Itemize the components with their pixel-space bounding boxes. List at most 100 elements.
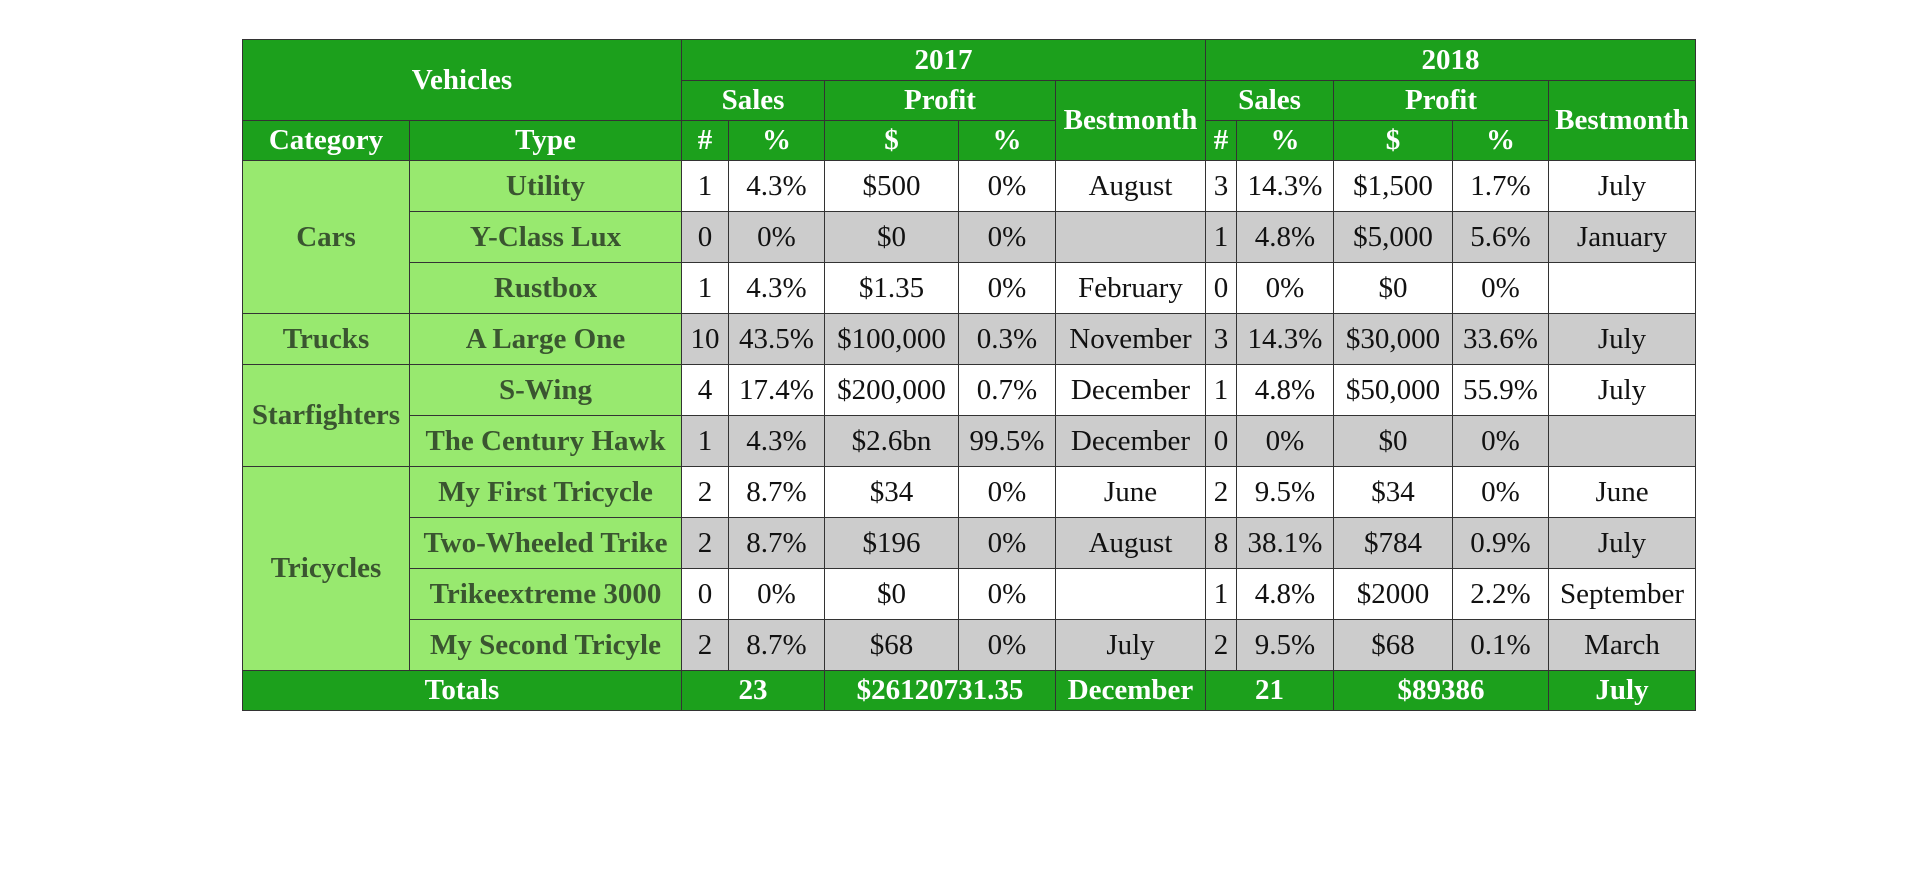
type-header: Type [409,120,682,161]
sales-percent-2018: 4.8% [1236,211,1335,263]
bestmonth-2017: December [1054,364,1207,416]
profit-2017: $0 [824,568,959,620]
profit-percent-2017: 0% [958,517,1056,569]
profit-2017: $0 [824,211,959,263]
profit-2018: $68 [1333,619,1454,671]
sales-count-2018: 8 [1205,517,1238,569]
sales-percent-2018: 9.5% [1236,466,1335,518]
bestmonth-2018 [1548,415,1697,467]
profit-percent-2017: 0% [958,262,1056,314]
profit-2018: $30,000 [1333,313,1454,365]
sales-count-2017: 0 [681,568,729,620]
bestmonth-2018: July [1548,160,1697,212]
type-cell: S-Wing [409,364,682,416]
table-row: Starfighters S-Wing 4 17.4% $200,000 0.7… [242,364,1697,467]
category-cell: Trucks [242,313,410,365]
bestmonth-2017: July [1054,619,1207,671]
table-row: Trikeextreme 3000 0 0% $0 0% 1 4.8% $200… [243,568,1697,620]
sales-count-2018: 1 [1205,568,1238,620]
sales-percent-2017-header: % [728,120,825,161]
sales-percent-2018-header: % [1236,120,1335,161]
bestmonth-2017: December [1054,415,1207,467]
type-cell: The Century Hawk [409,415,682,467]
sales-count-2018: 2 [1205,466,1238,518]
bestmonth-2018: July [1548,364,1697,416]
bestmonth-2017: June [1054,466,1207,518]
bestmonth-2017 [1054,211,1207,263]
table-row: Tricycles My First Tricycle 2 8.7% $34 0… [242,466,1697,671]
sales-percent-2018: 9.5% [1236,619,1335,671]
sales-count-2017: 4 [681,364,729,416]
bestmonth-2018: March [1548,619,1697,671]
type-cell: Utility [409,160,682,212]
type-cell: A Large One [409,313,682,365]
bestmonth-2018: July [1548,517,1697,569]
profit-2017: $196 [824,517,959,569]
profit-2017: $100,000 [824,313,959,365]
bestmonth-2017-header: Bestmonth [1054,80,1207,161]
sales-count-2017: 0 [681,211,729,263]
bestmonth-2018: January [1548,211,1697,263]
sales-percent-2017: 8.7% [728,619,825,671]
sales-percent-2017: 4.3% [728,262,825,314]
sales-count-2018-header: # [1205,120,1238,161]
bestmonth-2017 [1054,568,1207,620]
sales-count-2017: 1 [681,262,729,314]
sales-percent-2017: 0% [728,211,825,263]
vehicle-sales-table: Vehicles 2017 2018 Sales Profit Bestmont… [242,39,1697,711]
totals-bestmonth-2018: July [1548,670,1697,711]
profit-percent-2017: 99.5% [958,415,1056,467]
bestmonth-2017: February [1054,262,1207,314]
sales-percent-2018: 14.3% [1236,313,1335,365]
sales-count-2017: 2 [681,619,729,671]
bestmonth-2018-header: Bestmonth [1548,80,1697,161]
sales-count-2018: 3 [1205,313,1238,365]
profit-percent-2018: 33.6% [1452,313,1550,365]
category-cell: Tricycles [242,466,410,671]
bestmonth-2018: June [1548,466,1697,518]
profit-percent-2017: 0% [958,160,1056,212]
year-2017-header: 2017 [680,39,1207,81]
sales-count-2017: 10 [681,313,729,365]
sales-count-2018: 1 [1205,211,1238,263]
profit-2018: $2000 [1333,568,1454,620]
totals-profit-2018: $89386 [1333,670,1550,711]
sales-percent-2018: 0% [1236,262,1335,314]
sales-2017-header: Sales [681,80,825,121]
profit-2017: $34 [824,466,959,518]
profit-percent-2017: 0.7% [958,364,1056,416]
table-row: Cars Utility 1 4.3% $500 0% August 3 14.… [242,160,1697,314]
sales-percent-2017: 43.5% [728,313,825,365]
profit-percent-2018: 1.7% [1452,160,1550,212]
table-row: The Century Hawk 1 4.3% $2.6bn 99.5% Dec… [243,415,1697,467]
profit-percent-2017: 0% [958,211,1056,263]
bestmonth-2018 [1548,262,1697,314]
table-row: Two-Wheeled Trike 2 8.7% $196 0% August … [243,517,1697,569]
type-cell: Rustbox [409,262,682,314]
sales-percent-2017: 4.3% [728,415,825,467]
totals-profit-2017: $26120731.35 [824,670,1056,711]
profit-2017: $1.35 [824,262,959,314]
profit-percent-2018-header: % [1452,120,1550,161]
sales-percent-2018: 0% [1236,415,1335,467]
sales-percent-2018: 4.8% [1236,364,1335,416]
profit-dollar-2018-header: $ [1333,120,1454,161]
sales-count-2018: 0 [1205,262,1238,314]
profit-percent-2017: 0% [958,619,1056,671]
profit-percent-2018: 0% [1452,262,1550,314]
profit-percent-2017: 0% [958,568,1056,620]
sales-count-2017: 2 [681,466,729,518]
profit-2017-header: Profit [824,80,1056,121]
bestmonth-2017: August [1054,517,1207,569]
totals-sales-2018: 21 [1205,670,1335,711]
category-header: Category [242,120,410,161]
sales-2018-header: Sales [1205,80,1335,121]
profit-2017: $68 [824,619,959,671]
profit-2017: $2.6bn [824,415,959,467]
table-row: Y-Class Lux 0 0% $0 0% 1 4.8% $5,000 5.6… [243,211,1697,263]
sales-percent-2018: 14.3% [1236,160,1335,212]
table-row: Rustbox 1 4.3% $1.35 0% February 0 0% $0… [243,262,1697,314]
profit-2018: $50,000 [1333,364,1454,416]
year-2018-header: 2018 [1205,39,1697,81]
profit-percent-2018: 5.6% [1452,211,1550,263]
